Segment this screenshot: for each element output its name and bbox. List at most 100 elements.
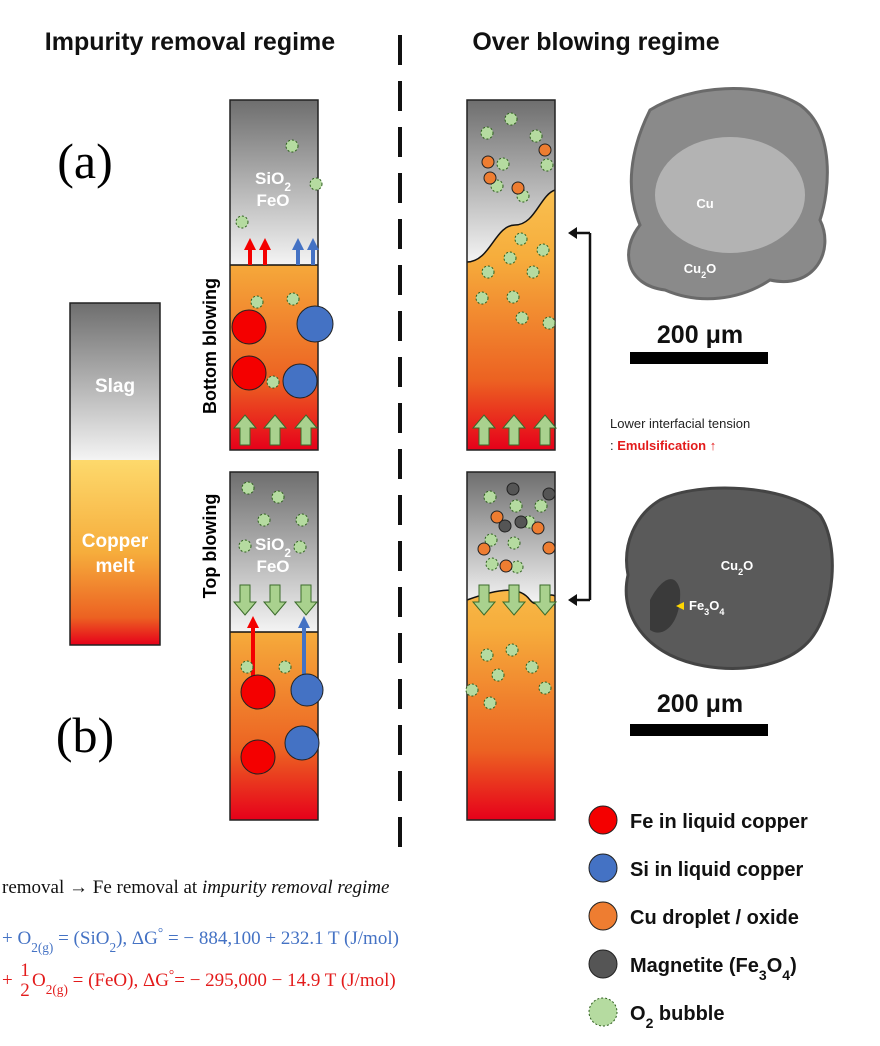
droplet — [283, 364, 317, 398]
bubble — [286, 140, 298, 152]
t: + O — [2, 928, 31, 949]
bubble — [511, 561, 523, 573]
equation: + — [2, 970, 13, 991]
bubble — [258, 514, 270, 526]
bubble — [510, 500, 522, 512]
t: 4 — [782, 967, 790, 983]
bubble — [589, 998, 617, 1026]
bracket — [574, 233, 590, 600]
phase-label: Cu — [696, 196, 713, 211]
t: removal → Fe removal at — [2, 877, 202, 898]
droplet — [241, 675, 275, 709]
bubble — [504, 252, 516, 264]
reference-label: Slag — [95, 376, 135, 397]
t: bubble — [653, 1003, 724, 1025]
bubble — [505, 113, 517, 125]
bubble — [287, 293, 299, 305]
t: 2 — [109, 940, 116, 955]
equation-fraction: 2 — [20, 980, 30, 1001]
bubble — [527, 266, 539, 278]
t: O — [767, 955, 783, 977]
bubble — [267, 376, 279, 388]
figure: Impurity removal regime Over blowing reg… — [0, 0, 880, 1046]
note: Lower interfacial tension — [610, 416, 750, 431]
droplet — [291, 674, 323, 706]
bubble — [526, 661, 538, 673]
t: Cu — [721, 558, 738, 573]
bubble — [484, 697, 496, 709]
bubble — [476, 292, 488, 304]
t: O — [709, 598, 719, 613]
t: O — [706, 261, 716, 276]
t: impurity removal regime — [202, 877, 390, 898]
t: Emulsification ↑ — [617, 438, 716, 453]
panel-label: (b) — [56, 707, 114, 763]
t: ), ΔG — [116, 928, 158, 949]
bubble — [272, 491, 284, 503]
t: = (SiO — [53, 928, 109, 949]
bubble — [482, 266, 494, 278]
equation: + O2(g) = (SiO2), ΔG° = − 884,100 + 232.… — [2, 925, 399, 955]
legend-label: Magnetite (Fe3O4) — [630, 955, 797, 983]
droplet — [532, 522, 544, 534]
species: FeO — [256, 191, 289, 210]
reference-label: Copper — [82, 531, 149, 552]
droplet — [482, 156, 494, 168]
melt-layer — [70, 460, 160, 645]
droplet — [589, 854, 617, 882]
bubble — [241, 661, 253, 673]
bubble — [466, 684, 478, 696]
t: O — [630, 1003, 646, 1025]
t: = − 295,000 − 14.9 T (J/mol) — [174, 970, 395, 991]
t: O — [32, 970, 46, 991]
bubble — [497, 158, 509, 170]
bubble — [279, 661, 291, 673]
heading: Impurity removal regime — [45, 28, 335, 56]
droplet — [232, 310, 266, 344]
t: SiO — [255, 535, 284, 554]
cu-region — [655, 137, 805, 253]
droplet — [478, 543, 490, 555]
heading: Over blowing regime — [472, 28, 719, 56]
species: FeO — [256, 557, 289, 576]
reference-label: melt — [95, 556, 135, 577]
scale-bar — [630, 352, 768, 364]
equation: removal → Fe removal at impurity removal… — [2, 877, 389, 898]
droplet — [543, 542, 555, 554]
bubble — [516, 312, 528, 324]
droplet — [543, 488, 555, 500]
equation: O2(g) = (FeO), ΔG°= − 295,000 − 14.9 T (… — [32, 967, 396, 997]
arrow-head — [568, 227, 577, 606]
droplet — [232, 356, 266, 390]
bubble — [539, 682, 551, 694]
droplet — [507, 483, 519, 495]
t: Magnetite (Fe — [630, 955, 759, 977]
panel-label: (a) — [57, 133, 113, 189]
legend-label: Fe in liquid copper — [630, 811, 808, 833]
t: 2(g) — [46, 982, 68, 997]
bubble — [294, 541, 306, 553]
scale-label: 200 μm — [657, 690, 743, 718]
bubble — [492, 669, 504, 681]
micrograph — [626, 488, 832, 669]
bubble — [484, 491, 496, 503]
legend-label: Si in liquid copper — [630, 859, 804, 881]
bubble — [507, 291, 519, 303]
droplet — [515, 516, 527, 528]
t: SiO — [255, 169, 284, 188]
droplet — [484, 172, 496, 184]
droplet — [285, 726, 319, 760]
bubble — [251, 296, 263, 308]
droplet — [241, 740, 275, 774]
bubble — [535, 500, 547, 512]
droplet — [539, 144, 551, 156]
bubble — [530, 130, 542, 142]
bubble — [508, 537, 520, 549]
t: ) — [790, 955, 797, 977]
droplet — [297, 306, 333, 342]
bubble — [541, 159, 553, 171]
legend-label: Cu droplet / oxide — [630, 907, 799, 929]
droplet — [589, 902, 617, 930]
bubble — [481, 127, 493, 139]
t: O — [743, 558, 753, 573]
